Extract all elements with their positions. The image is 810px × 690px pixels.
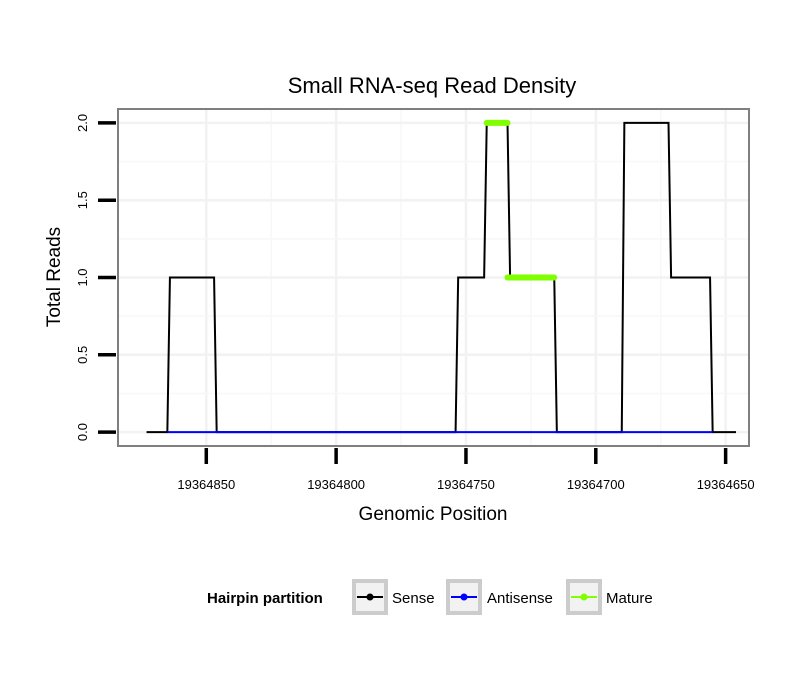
legend-label-antisense: Antisense <box>487 590 553 607</box>
legend-label-mature: Mature <box>606 590 653 607</box>
legend-title: Hairpin partition <box>207 590 323 607</box>
x-tick-label: 19364700 <box>567 477 625 492</box>
chart-title: Small RNA-seq Read Density <box>288 73 577 98</box>
grid <box>118 109 749 446</box>
plot-lines <box>146 119 737 434</box>
series-sense-line <box>146 121 737 434</box>
x-tick-label: 19364750 <box>437 477 495 492</box>
y-axis-title: Total Reads <box>44 227 65 327</box>
y-tick-label: 1.5 <box>75 191 90 209</box>
y-tick-label: 0.5 <box>75 346 90 364</box>
x-axis-title: Genomic Position <box>359 504 508 525</box>
legend-label-sense: Sense <box>392 590 435 607</box>
legend: Hairpin partition Sense Antisense Mature <box>207 579 653 615</box>
legend-entries: Sense Antisense Mature <box>352 579 653 615</box>
x-tick-label: 19364650 <box>697 477 755 492</box>
y-tick-label: 2.0 <box>75 114 90 132</box>
legend-key-marker <box>366 593 374 601</box>
plot-panel-border <box>117 108 750 447</box>
y-tick-label: 1.0 <box>75 268 90 286</box>
legend-key-marker <box>580 593 588 601</box>
legend-key-marker <box>460 593 468 601</box>
y-tick-label: 0.0 <box>75 423 90 441</box>
axes: 19364850 19364800 19364750 19364700 19364650… <box>75 114 755 492</box>
x-tick-label: 19364800 <box>307 477 365 492</box>
x-tick-label: 19364850 <box>177 477 235 492</box>
